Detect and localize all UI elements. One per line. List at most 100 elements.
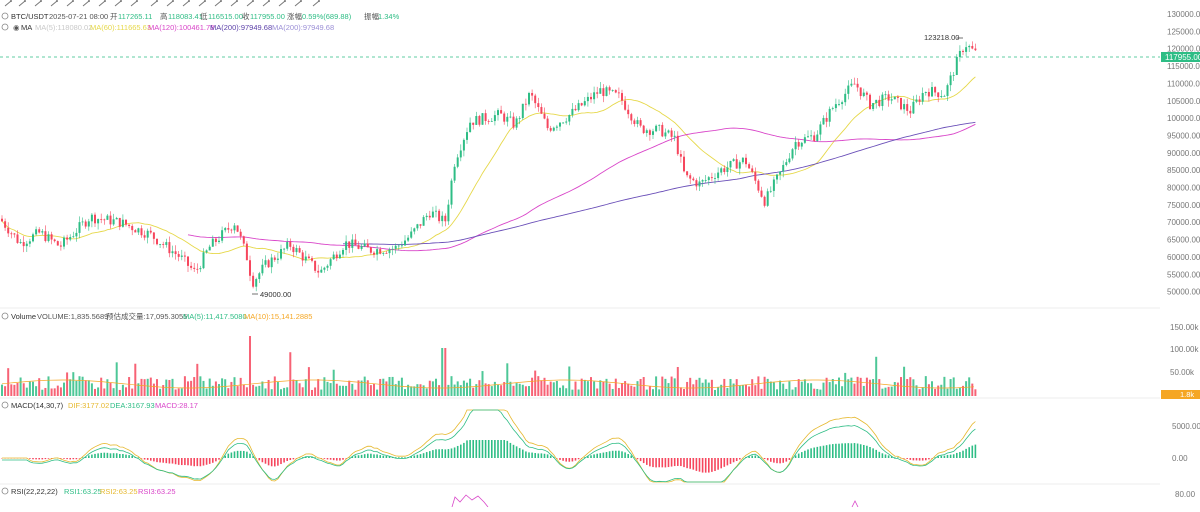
collapse-icon[interactable]	[1, 23, 9, 31]
symbol-label: BTC/USDT	[11, 12, 49, 21]
candle	[202, 248, 205, 270]
candle	[338, 250, 341, 259]
candle	[555, 124, 558, 131]
candle	[813, 131, 816, 142]
volume-bar	[850, 377, 853, 396]
eye-icon[interactable]: ◉	[13, 23, 20, 32]
candle	[140, 225, 143, 238]
rsi1-value: RSI1:63.25	[64, 487, 102, 496]
macd-bar	[44, 458, 47, 460]
macd-bar	[416, 454, 419, 458]
macd-bar	[357, 455, 360, 458]
trash-icon[interactable]	[262, 0, 270, 7]
candle	[782, 160, 785, 178]
volume-bar	[481, 371, 484, 396]
macd-bar	[261, 458, 264, 463]
volume-bar	[459, 385, 462, 396]
macd-bar	[171, 458, 174, 464]
volume-bar	[63, 382, 65, 396]
volume-axis[interactable]: 150.00k 100.00k 50.00k	[1170, 323, 1199, 377]
candle	[462, 138, 465, 157]
cursor-icon[interactable]	[4, 0, 12, 7]
volume-bar	[621, 383, 623, 396]
lock-icon[interactable]	[230, 0, 238, 7]
candle	[379, 246, 382, 255]
volume-bar	[462, 380, 465, 396]
channel-icon[interactable]	[66, 0, 74, 7]
settings-icon[interactable]	[312, 0, 320, 7]
macd-bar	[469, 440, 471, 458]
candle	[562, 122, 565, 124]
macd-bar	[757, 456, 760, 458]
volume-bar	[152, 383, 155, 396]
macd-bar	[32, 458, 34, 460]
volume-bar	[506, 363, 509, 396]
trend-line-icon[interactable]	[18, 0, 26, 7]
candle	[475, 111, 478, 125]
redo-icon[interactable]	[294, 0, 302, 7]
collapse-icon[interactable]	[1, 12, 9, 20]
measure-icon[interactable]	[150, 0, 158, 7]
ray-icon[interactable]	[34, 0, 42, 7]
macd-bar	[63, 458, 65, 459]
zoom-in-icon[interactable]	[198, 0, 206, 7]
candle	[121, 214, 124, 228]
undo-icon[interactable]	[278, 0, 286, 7]
volume-bar	[859, 377, 862, 396]
eye-icon[interactable]	[246, 0, 254, 7]
volume-bar	[307, 367, 310, 396]
candle	[283, 247, 286, 254]
macd-bar	[528, 452, 530, 458]
drawing-toolbar[interactable]	[4, 0, 320, 7]
candle	[106, 213, 109, 220]
volume-bar	[903, 366, 906, 396]
price-tick-label: 130000.00	[1167, 10, 1200, 19]
rsi-tick-label: 80.00	[1175, 490, 1196, 499]
macd-bar	[779, 458, 781, 464]
rsi-label: RSI(22,22,22)	[11, 487, 58, 496]
candle	[707, 176, 710, 186]
volume-bar	[450, 376, 453, 396]
arrow-icon[interactable]	[182, 0, 190, 7]
macd-bar	[847, 443, 850, 458]
macd-bar	[546, 454, 549, 458]
macd-bar	[804, 450, 806, 458]
pencil-icon[interactable]	[82, 0, 90, 7]
macd-bar	[97, 453, 99, 458]
candle	[373, 251, 375, 258]
candle	[974, 43, 977, 52]
volume-bar	[893, 382, 896, 396]
volume-bar	[103, 388, 106, 396]
candle	[444, 213, 447, 227]
price-axis[interactable]: 130000.00 125000.00 120000.00 115000.00 1100…	[1167, 10, 1200, 297]
collapse-icon[interactable]	[1, 487, 9, 495]
candle	[456, 154, 459, 169]
collapse-icon[interactable]	[1, 312, 9, 320]
magnet-icon[interactable]	[214, 0, 222, 7]
volume-bar	[577, 389, 580, 396]
macd-bar	[835, 443, 837, 458]
fib-icon[interactable]	[98, 0, 106, 7]
volume-bar	[97, 387, 100, 396]
candle	[357, 241, 360, 250]
collapse-icon[interactable]	[1, 401, 9, 409]
candle	[273, 255, 276, 262]
macd-bar	[968, 447, 970, 458]
macd-axis[interactable]: 5000.00 0.00	[1172, 422, 1200, 463]
volume-bar	[295, 380, 298, 396]
volume-bar	[199, 376, 202, 396]
volume-bar	[394, 384, 397, 396]
volume-bar	[128, 377, 131, 396]
candle	[323, 266, 326, 273]
candle	[301, 250, 304, 267]
pattern-icon[interactable]	[166, 0, 174, 7]
brush-icon[interactable]	[114, 0, 122, 7]
rsi-axis[interactable]: 80.00	[1175, 490, 1196, 499]
volume-bar	[10, 384, 13, 396]
horizontal-line-icon[interactable]	[50, 0, 58, 7]
candles[interactable]	[1, 41, 977, 292]
candle	[590, 92, 592, 103]
text-icon[interactable]	[130, 0, 138, 7]
